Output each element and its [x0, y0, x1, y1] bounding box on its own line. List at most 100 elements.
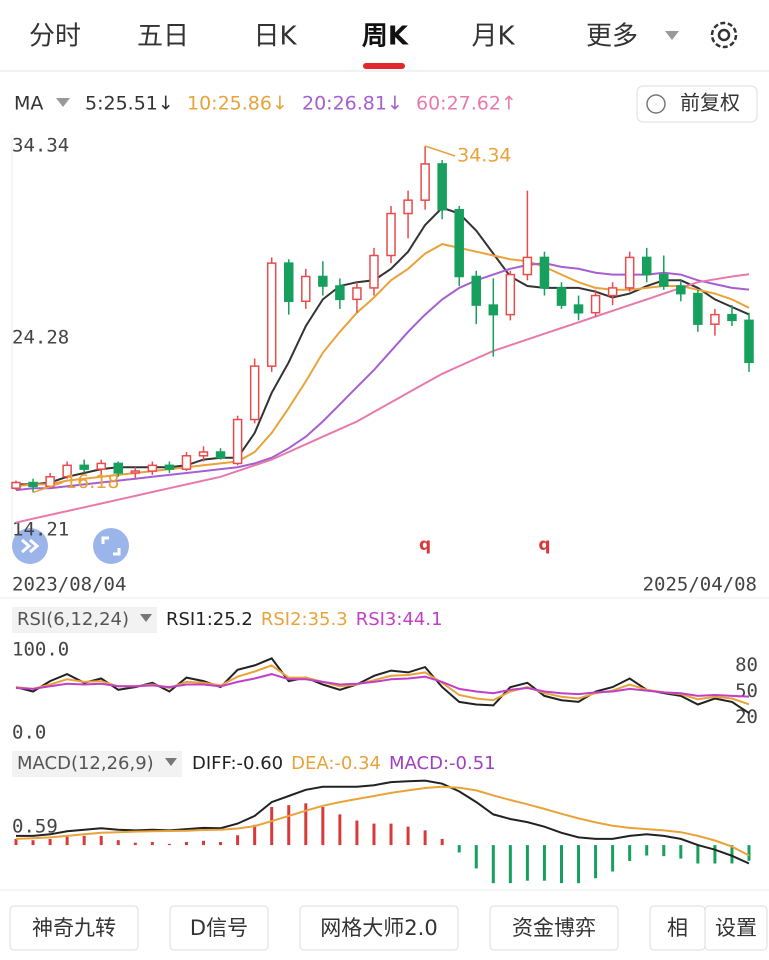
tool-button[interactable]	[704, 905, 768, 951]
y-tick-label: 34.34	[12, 135, 69, 157]
macd-param-box[interactable]	[12, 751, 182, 777]
y-tick-label: 24.28	[12, 326, 69, 348]
candle-body	[659, 273, 669, 287]
candle-body	[676, 285, 686, 295]
candle-body	[335, 285, 345, 301]
tool-button[interactable]	[9, 905, 139, 951]
candle-body	[590, 294, 601, 314]
annotation: 34.34	[457, 145, 511, 167]
y2-tick-label: 20	[735, 706, 758, 728]
candle-body	[471, 275, 482, 306]
y-tick-label: 0.59	[12, 815, 58, 837]
candle-body	[624, 256, 635, 289]
candle-body	[232, 418, 243, 465]
candle-body	[710, 313, 720, 325]
tool-button-label: 设置	[715, 916, 757, 940]
candle-body	[28, 481, 38, 488]
more-arrow	[665, 31, 679, 40]
ma-line	[15, 262, 750, 492]
candle-body	[249, 365, 260, 421]
tab[interactable]: 五日	[137, 22, 189, 52]
settings-gear[interactable]	[710, 21, 738, 49]
ma-line	[15, 273, 750, 524]
info-icon	[646, 94, 666, 114]
candle-body	[113, 462, 124, 474]
candle-body	[45, 476, 55, 488]
tool-button-label: 资金博弈	[512, 916, 596, 940]
y2-tick-label: 80	[735, 654, 758, 676]
candle-body	[744, 319, 754, 364]
candle-body	[266, 262, 277, 367]
y2-tick-label: 50	[735, 680, 758, 702]
macd-line	[15, 785, 750, 857]
ma-legend: 5:25.51↓	[85, 93, 174, 115]
candle-body	[283, 262, 294, 303]
ma-dropdown[interactable]	[56, 98, 70, 107]
annotation-leader	[32, 481, 64, 494]
tool-button[interactable]	[299, 905, 459, 951]
annotation-leader	[424, 145, 456, 157]
y-tick-label: 14.21	[12, 519, 69, 541]
candle-body	[369, 254, 379, 289]
x-tick-label: 2025/04/08	[643, 574, 757, 596]
candle-body	[181, 455, 192, 470]
tool-button[interactable]	[169, 905, 269, 951]
fullscreen-icon	[101, 536, 121, 556]
candle-body	[164, 464, 175, 470]
macd-legend: MACD:-0.51	[389, 753, 496, 774]
candle-body	[727, 313, 737, 322]
adjust-label[interactable]: 前复权	[680, 91, 740, 115]
tab[interactable]: 月K	[471, 22, 515, 52]
candle-body	[301, 275, 311, 303]
rsi-legend: RSI2:35.3	[261, 609, 348, 630]
tool-button-label: 相	[667, 916, 688, 940]
candle-body	[420, 163, 430, 201]
candle-body	[573, 304, 584, 314]
candle-body	[437, 163, 447, 211]
candle-body	[318, 275, 328, 287]
tab[interactable]: 周K	[362, 22, 409, 52]
rsi-dropdown[interactable]	[140, 614, 152, 622]
tool-button[interactable]	[489, 905, 619, 951]
macd-dropdown[interactable]	[165, 758, 177, 766]
rsi-line	[15, 673, 750, 698]
candle-body	[556, 287, 567, 306]
annotation: 16.18	[65, 471, 119, 493]
macd-title: MACD(12,26,9)	[17, 753, 154, 774]
tab[interactable]: 分时	[29, 22, 81, 52]
tool-button-label: 神奇九转	[32, 916, 116, 940]
candle-body	[352, 287, 362, 301]
rsi-legend: RSI1:25.2	[166, 609, 253, 630]
ma-line	[15, 243, 750, 488]
y-tick-label: 100.0	[12, 639, 69, 661]
candle-body	[62, 464, 72, 478]
candle-body	[539, 256, 550, 289]
candle-body	[386, 212, 396, 257]
indicator-label: MA	[14, 93, 43, 115]
tool-button-label: D信号	[190, 916, 248, 940]
x-tick-label: 2023/08/04	[12, 574, 126, 596]
fullscreen-button[interactable]	[93, 528, 129, 564]
adjust-button[interactable]	[636, 85, 758, 123]
candle-body	[607, 287, 618, 297]
ma-line	[16, 206, 750, 486]
candle-body	[147, 464, 158, 472]
candle-body	[215, 451, 226, 459]
tab[interactable]: 日K	[253, 22, 297, 52]
ma-legend: 60:27.62↑	[416, 93, 517, 115]
candle-body	[79, 464, 89, 470]
macd-legend: DIFF:-0.60	[192, 753, 283, 774]
rsi-param-box[interactable]	[12, 607, 157, 633]
ma-legend: 20:26.81↓	[302, 93, 403, 115]
candle-body	[96, 462, 106, 470]
candle-body	[198, 451, 209, 457]
tab[interactable]: 更多	[586, 22, 638, 52]
rsi-legend: RSI3:44.1	[356, 609, 443, 630]
candle-body	[641, 256, 652, 276]
candle-body	[403, 199, 413, 215]
candle-body	[693, 292, 703, 325]
candle-body	[130, 470, 141, 474]
y-tick-label: 0.0	[12, 722, 46, 744]
